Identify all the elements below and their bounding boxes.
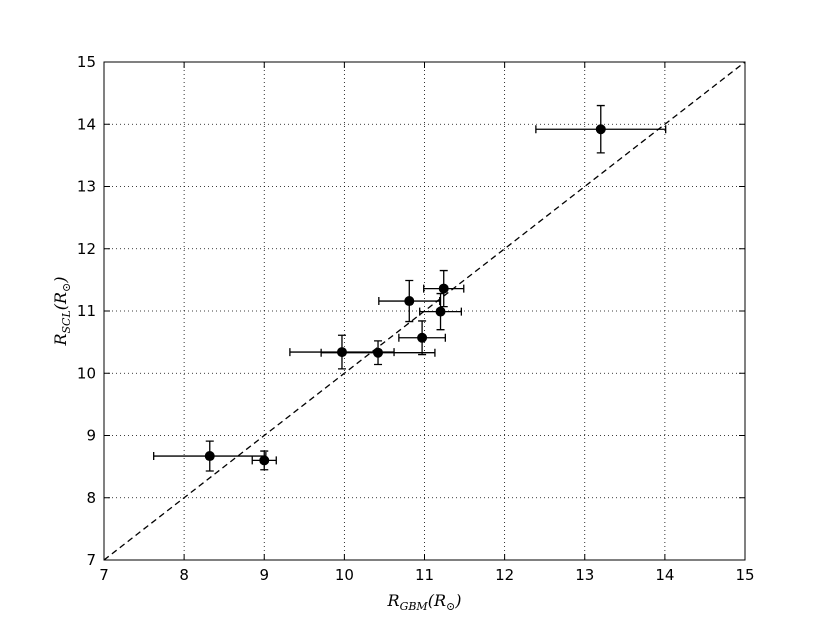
point — [438, 283, 449, 294]
label-part: GBM — [400, 600, 429, 613]
label-part: R — [387, 591, 400, 610]
plot-frame — [103, 61, 746, 561]
point — [404, 296, 415, 307]
x-tick-label: 13 — [575, 566, 594, 584]
point — [595, 124, 606, 135]
x-label: RGBM(R⊙) — [387, 591, 462, 613]
x-tick-label: 7 — [99, 566, 109, 584]
label-part: ) — [51, 276, 70, 283]
x-tick-label: 8 — [179, 566, 189, 584]
point — [373, 347, 384, 358]
point — [204, 451, 215, 462]
x-tick-label: 12 — [495, 566, 514, 584]
y-tick-label: 10 — [77, 364, 96, 382]
x-tick-label: 14 — [655, 566, 674, 584]
x-tick-label: 9 — [259, 566, 269, 584]
point — [417, 332, 428, 343]
label-part: ⊙ — [446, 600, 455, 613]
label-part: ) — [454, 591, 461, 610]
y-tick-label: 15 — [77, 53, 96, 71]
point — [259, 455, 270, 466]
y-tick-label: 11 — [77, 302, 96, 320]
label-part: ⊙ — [60, 283, 73, 292]
label-part: SCL — [60, 310, 73, 333]
label-part: (R — [428, 591, 446, 610]
y-tick-label: 12 — [77, 240, 96, 258]
x-tick-label: 11 — [415, 566, 434, 584]
label-part: R — [51, 333, 70, 346]
y-tick-label: 7 — [86, 551, 96, 569]
x-tick-label: 10 — [335, 566, 354, 584]
y-tick-label: 8 — [86, 489, 96, 507]
y-tick-label: 14 — [77, 115, 96, 133]
point — [435, 306, 446, 317]
y-label: RSCL(R⊙) — [51, 276, 73, 346]
y-tick-label: 13 — [77, 178, 96, 196]
x-tick-label: 15 — [735, 566, 754, 584]
label-part: (R — [51, 292, 70, 310]
y-tick-label: 9 — [86, 427, 96, 445]
